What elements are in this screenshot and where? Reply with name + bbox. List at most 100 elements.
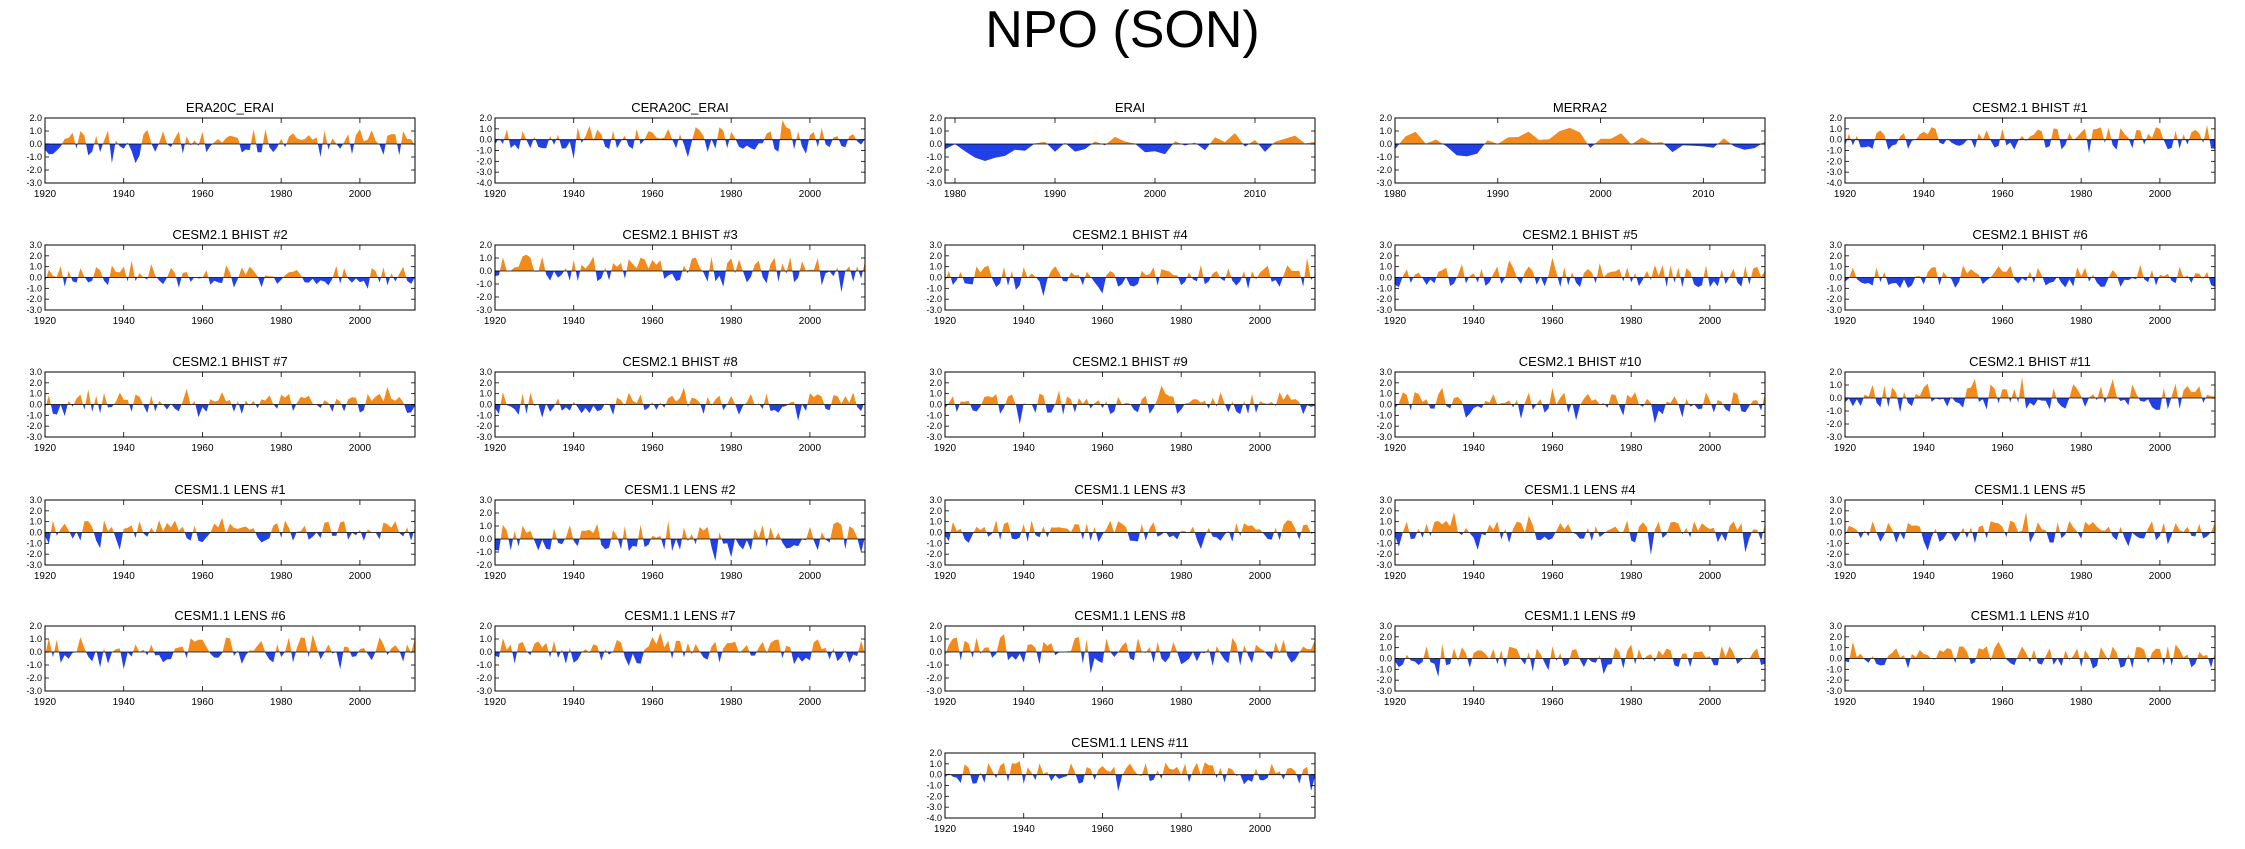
negative-area <box>188 277 195 282</box>
negative-area <box>1045 532 1050 538</box>
chart-panel: CERA20C_ERAI 2.01.00.0-1.0-2.0-3.0-4.0192… <box>476 100 866 200</box>
x-tick-label: 2000 <box>2149 697 2172 708</box>
negative-area <box>545 271 564 281</box>
negative-area <box>1245 277 1251 289</box>
negative-area <box>98 404 102 414</box>
negative-area <box>346 532 358 540</box>
negative-area <box>813 539 821 551</box>
y-tick-label: -3.0 <box>26 178 42 188</box>
positive-area <box>2074 128 2087 140</box>
positive-area <box>2118 128 2130 140</box>
positive-area <box>1241 271 1246 278</box>
positive-area <box>1423 646 1430 659</box>
positive-area <box>2055 522 2061 533</box>
negative-area <box>1971 139 1978 149</box>
negative-area <box>2165 398 2172 410</box>
x-tick-label: 1980 <box>2070 443 2093 454</box>
positive-area <box>1874 130 1886 140</box>
positive-area <box>688 397 701 405</box>
negative-area <box>566 271 572 281</box>
positive-area <box>102 520 114 533</box>
chart-panel: CESM1.1 LENS #8 2.0 1.0 0.0 -1.0 -2.0 -3.01920… <box>926 608 1316 708</box>
positive-area <box>1226 767 1236 775</box>
positive-area <box>1285 768 1297 775</box>
negative-area <box>2032 277 2036 283</box>
positive-area <box>210 517 226 533</box>
positive-area <box>1243 400 1246 405</box>
x-tick-label: 1940 <box>1913 189 1936 200</box>
y-tick-label: 0.0 <box>29 647 42 657</box>
y-tick-label: -2.0 <box>476 156 492 166</box>
negative-area <box>1010 532 1022 540</box>
negative-area <box>792 271 800 283</box>
negative-area <box>1906 398 1915 406</box>
negative-area <box>2042 277 2057 286</box>
positive-area <box>2044 648 2053 659</box>
y-tick-label: -3.0 <box>926 802 942 812</box>
negative-area <box>843 539 848 550</box>
negative-area <box>151 144 159 152</box>
plot-frame <box>944 752 1316 819</box>
negative-area <box>2177 139 2182 149</box>
positive-area <box>1085 271 1092 278</box>
x-tick-label: 1960 <box>641 316 664 327</box>
y-tick-label: 1.0 <box>1829 517 1842 527</box>
negative-area <box>998 404 1006 414</box>
positive-area <box>2210 522 2215 533</box>
x-tick-label: 1960 <box>1541 571 1564 582</box>
positive-area <box>1268 763 1282 775</box>
x-tick-label: 2010 <box>1692 189 1715 200</box>
x-tick-label: 1920 <box>34 316 57 327</box>
negative-area <box>1265 652 1274 660</box>
positive-area <box>283 270 303 278</box>
negative-area <box>2146 658 2150 664</box>
positive-area <box>2173 644 2189 659</box>
negative-area <box>998 532 1002 540</box>
positive-area <box>1010 270 1014 278</box>
panel-title: CESM1.1 LENS #10 <box>1971 608 2090 623</box>
positive-area <box>2134 647 2147 659</box>
negative-area <box>208 277 224 285</box>
positive-area <box>979 772 982 775</box>
negative-area <box>954 404 960 413</box>
x-tick-label: 2000 <box>1249 824 1272 835</box>
positive-area <box>1301 766 1309 775</box>
negative-area <box>51 652 55 658</box>
positive-area <box>1155 770 1160 775</box>
x-tick-label: 1920 <box>1834 443 1857 454</box>
positive-area <box>1935 648 1954 659</box>
negative-area <box>2095 398 2098 401</box>
negative-area <box>1150 652 1156 663</box>
negative-area <box>102 277 110 286</box>
positive-area <box>520 525 534 539</box>
negative-area <box>2201 139 2204 143</box>
negative-area <box>672 139 679 149</box>
positive-area <box>1524 392 1532 405</box>
positive-area <box>2205 394 2215 398</box>
negative-area <box>776 271 781 282</box>
positive-area <box>1451 648 1458 659</box>
positive-area <box>725 258 735 271</box>
x-tick-label: 1920 <box>1834 697 1857 708</box>
y-tick-label: 0.0 <box>29 273 42 283</box>
y-tick-label: -1.0 <box>926 781 942 791</box>
positive-area <box>192 525 197 533</box>
chart-panel: CESM1.1 LENS #43.02.01.00.0-1.0-2.0-3.01… <box>1376 482 1766 582</box>
y-tick-label: -2.0 <box>1376 421 1392 431</box>
negative-area <box>1166 532 1181 540</box>
y-tick-label: 1.0 <box>929 389 942 399</box>
x-tick-label: 2000 <box>2149 189 2172 200</box>
negative-area <box>759 404 764 409</box>
positive-area <box>709 256 714 271</box>
positive-area <box>1458 647 1468 659</box>
negative-area <box>2143 277 2150 283</box>
positive-area <box>499 254 535 271</box>
positive-area <box>1863 384 1876 398</box>
y-tick-label: 0.0 <box>929 400 942 410</box>
positive-area <box>1675 267 1681 278</box>
negative-area <box>105 652 113 664</box>
positive-area <box>528 392 534 405</box>
positive-area <box>513 530 517 539</box>
y-tick-label: -1.0 <box>926 660 942 670</box>
